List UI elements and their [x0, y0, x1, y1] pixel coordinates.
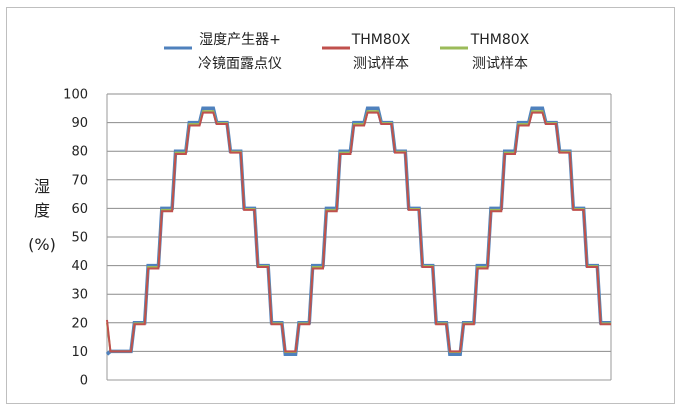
y-axis-label-part: 湿 — [34, 177, 50, 196]
y-tick-label: 10 — [71, 345, 88, 360]
y-tick-label: 70 — [71, 173, 88, 188]
legend-label-0: 湿度产生器+ — [199, 32, 281, 48]
series-line-2 — [106, 110, 611, 353]
legend-label-2: 测试样本 — [472, 56, 528, 72]
y-tick-label: 30 — [71, 288, 88, 303]
legend-label-1: THM80X — [351, 32, 411, 48]
grid-lines — [106, 93, 612, 381]
y-axis-ticks: 0 10 20 30 40 50 60 70 80 90 100 — [63, 88, 88, 389]
series-line-1 — [106, 111, 611, 353]
y-tick-label: 40 — [71, 259, 88, 274]
y-tick-label: 60 — [71, 202, 88, 217]
legend-label-1: 测试样本 — [353, 56, 409, 72]
y-tick-label: 0 — [80, 374, 88, 389]
y-axis-label: 湿度 (%) — [28, 177, 56, 254]
y-tick-label: 100 — [63, 88, 88, 103]
legend: 湿度产生器+ 冷镜面露点仪 THM80X 测试样本 THM80X 测试样本 — [164, 32, 530, 72]
chart-frame — [6, 7, 675, 404]
y-tick-label: 90 — [71, 116, 88, 131]
legend-label-0: 冷镜面露点仪 — [198, 56, 282, 72]
y-tick-label: 80 — [71, 145, 88, 160]
y-tick-label: 20 — [71, 316, 88, 331]
series-line-0 — [105, 106, 611, 357]
series-lines — [105, 106, 611, 357]
y-axis-label-part: (%) — [28, 235, 56, 254]
legend-label-2: THM80X — [470, 32, 530, 48]
y-axis-label-part: 度 — [34, 201, 50, 220]
y-tick-label: 50 — [71, 231, 88, 246]
